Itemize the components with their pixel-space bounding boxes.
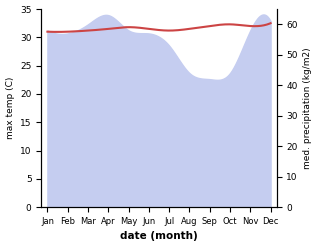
Y-axis label: max temp (C): max temp (C) [5, 77, 15, 139]
Y-axis label: med. precipitation (kg/m2): med. precipitation (kg/m2) [303, 47, 313, 169]
X-axis label: date (month): date (month) [120, 231, 198, 242]
